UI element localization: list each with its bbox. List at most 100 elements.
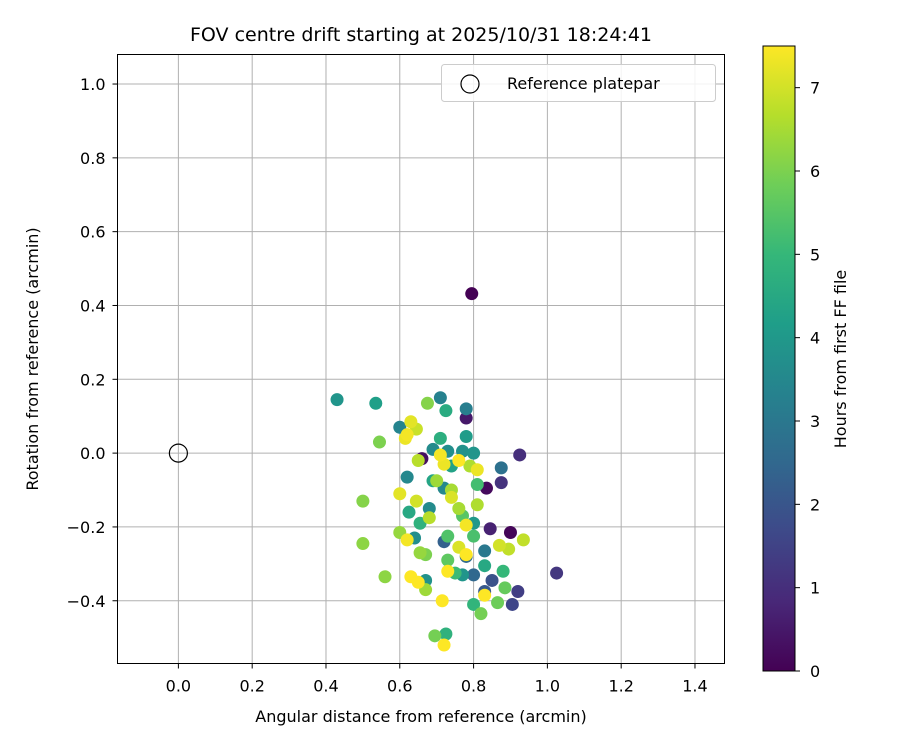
data-point	[369, 396, 383, 410]
x-axis-label: Angular distance from reference (arcmin)	[255, 707, 586, 726]
data-point	[483, 522, 497, 536]
grid	[117, 54, 725, 664]
data-point	[467, 597, 481, 611]
data-point	[400, 428, 414, 442]
data-point	[393, 487, 407, 501]
data-point	[441, 529, 455, 543]
x-tick-label: 0.4	[313, 677, 338, 696]
data-point	[470, 463, 484, 477]
y-tick-label: 0.2	[80, 370, 105, 389]
data-point	[485, 573, 499, 587]
data-point	[478, 559, 492, 573]
plot-frame	[117, 54, 725, 664]
data-point	[470, 477, 484, 491]
data-point	[498, 581, 512, 595]
data-point	[452, 501, 466, 515]
data-point	[494, 461, 508, 475]
data-point	[444, 490, 458, 504]
x-axis-ticks: 0.0 0.2 0.4 0.6 0.8 1.0 1.2 1.4	[166, 663, 708, 696]
data-point	[420, 396, 434, 410]
data-point	[459, 518, 473, 532]
chart-title: FOV centre drift starting at 2025/10/31 …	[190, 24, 652, 46]
data-point	[402, 505, 416, 519]
y-tick-label: 0.0	[80, 444, 105, 463]
data-point	[459, 402, 473, 416]
data-point	[413, 546, 427, 560]
data-point	[430, 474, 444, 488]
data-point	[409, 494, 423, 508]
data-point	[470, 498, 484, 512]
data-point	[422, 501, 436, 515]
data-point	[478, 588, 492, 602]
data-point	[441, 553, 455, 567]
data-point	[372, 435, 386, 449]
colorbar-tick-label: 4	[810, 329, 820, 348]
data-point	[428, 629, 442, 643]
data-point	[494, 476, 508, 490]
data-point	[467, 446, 481, 460]
data-point	[459, 411, 473, 425]
data-point	[439, 404, 453, 418]
data-point	[404, 415, 418, 429]
data-point	[437, 638, 451, 652]
x-tick-label: 1.0	[535, 677, 560, 696]
y-tick-label: 1.0	[80, 75, 105, 94]
data-point	[411, 454, 425, 467]
legend: Reference platepar	[441, 64, 716, 102]
data-point	[465, 287, 479, 301]
colorbar-tick-label: 2	[810, 495, 820, 514]
colorbar	[762, 45, 796, 672]
data-points	[330, 287, 564, 652]
y-axis-ticks: −0.4 −0.2 0.0 0.2 0.4 0.6 0.8 1.0	[67, 75, 118, 611]
data-point	[459, 430, 473, 444]
data-point	[492, 538, 506, 552]
y-tick-label: −0.4	[67, 592, 106, 611]
data-point	[467, 529, 481, 543]
data-point	[411, 575, 425, 589]
data-point	[400, 470, 414, 484]
data-point	[356, 537, 370, 551]
x-tick-label: 1.4	[682, 677, 707, 696]
colorbar-tick-label: 0	[810, 662, 820, 681]
colorbar-label: Hours from first FF file	[831, 270, 850, 449]
colorbar-tick-label: 6	[810, 162, 820, 181]
legend-marker	[460, 74, 480, 94]
y-tick-label: 0.8	[80, 149, 105, 168]
data-point	[513, 448, 527, 462]
data-point	[478, 544, 492, 558]
y-tick-label: 0.6	[80, 223, 105, 242]
data-point	[459, 548, 473, 562]
data-point	[439, 627, 453, 641]
x-tick-label: 0.8	[461, 677, 486, 696]
y-tick-label: 0.4	[80, 296, 105, 315]
data-point	[496, 564, 510, 578]
legend-box	[441, 64, 716, 102]
reference-marker	[168, 443, 188, 463]
x-tick-label: 0.0	[166, 677, 191, 696]
data-point	[474, 607, 488, 621]
data-point	[550, 566, 564, 580]
data-point	[505, 597, 519, 611]
x-tick-label: 0.6	[387, 677, 412, 696]
legend-label: Reference platepar	[507, 74, 660, 93]
data-point	[433, 391, 447, 405]
x-tick-label: 1.2	[608, 677, 633, 696]
data-point	[330, 393, 344, 407]
colorbar-ticks: 0 1 2 3 4 5 6 7	[795, 79, 820, 681]
colorbar-tick-label: 7	[810, 79, 820, 98]
data-point	[491, 596, 505, 610]
data-point	[516, 533, 530, 547]
colorbar-tick-label: 3	[810, 412, 820, 431]
y-axis-label: Rotation from reference (arcmin)	[23, 227, 42, 490]
data-point	[400, 533, 414, 547]
colorbar-tick-label: 1	[810, 579, 820, 598]
data-point	[433, 448, 447, 462]
data-point	[435, 594, 449, 608]
data-point	[433, 431, 447, 445]
data-point	[378, 570, 392, 584]
data-point	[356, 494, 370, 508]
x-tick-label: 0.2	[239, 677, 264, 696]
data-point	[422, 511, 436, 525]
colorbar-tick-label: 5	[810, 245, 820, 264]
